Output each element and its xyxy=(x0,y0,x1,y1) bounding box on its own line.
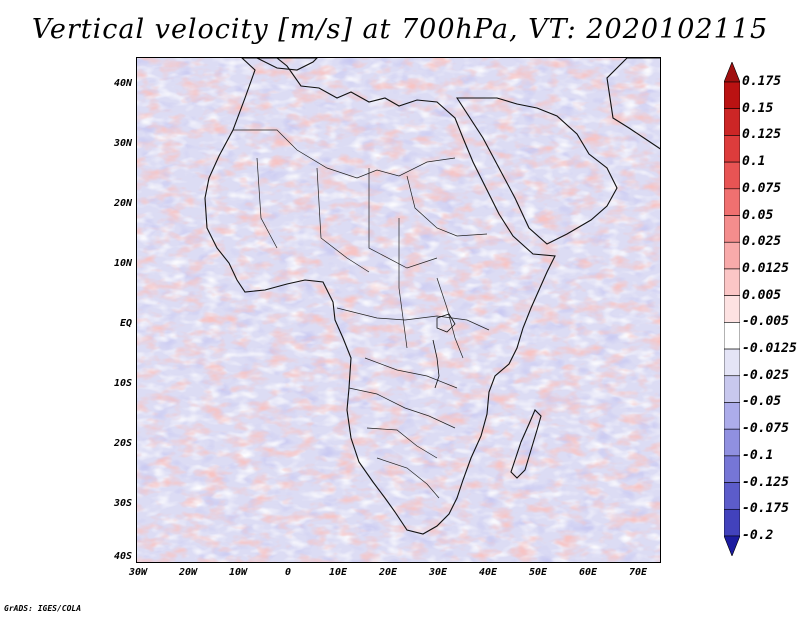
colorbar-tick-label: 0.15 xyxy=(742,100,774,116)
lon-tick-label: 0 xyxy=(284,567,292,578)
lon-tick-label: 50E xyxy=(528,567,548,578)
colorbar-swatch xyxy=(724,295,740,323)
lon-tick-label: 40E xyxy=(478,567,498,578)
lat-tick-label: 10S xyxy=(113,378,132,389)
colorbar-tick-label: 0.125 xyxy=(742,127,782,143)
lat-tick-label: 40N xyxy=(113,78,132,89)
colorbar-tick-label: 0.175 xyxy=(742,74,782,89)
colorbar-tick-label: -0.175 xyxy=(742,501,789,517)
lon-tick-label: 60E xyxy=(578,567,598,578)
colorbar-bottom-arrow xyxy=(724,535,740,556)
lat-tick-label: 20S xyxy=(113,438,132,449)
field-ascent-texture xyxy=(137,58,660,562)
colorbar-swatch xyxy=(724,348,740,377)
lat-tick-label: 10N xyxy=(113,258,132,269)
colorbar-swatch xyxy=(724,81,740,110)
lon-tick-label: 70E xyxy=(628,567,648,578)
colorbar-swatch xyxy=(724,135,740,163)
colorbar-swatch xyxy=(724,402,740,430)
colorbar-tick-label: -0.005 xyxy=(742,314,789,330)
lat-tick-label: EQ xyxy=(119,318,132,329)
colorbar-tick-label: -0.2 xyxy=(742,528,774,543)
africa-coastline xyxy=(204,58,556,535)
colorbar-swatch xyxy=(724,161,740,190)
map-canvas xyxy=(137,58,660,562)
lat-tick-label: 20N xyxy=(113,198,132,209)
lat-tick-label: 30N xyxy=(113,138,132,149)
colorbar-tick-label: -0.0125 xyxy=(742,341,797,357)
lon-tick-label: 10W xyxy=(228,567,248,578)
madagascar-coastline xyxy=(510,409,542,479)
colorbar-tick-label: 0.05 xyxy=(742,207,774,223)
colorbar-top-arrow xyxy=(724,62,740,83)
colorbar-swatch xyxy=(724,241,740,270)
colorbar xyxy=(724,62,740,556)
colorbar-swatch xyxy=(724,215,740,243)
colorbar-swatch xyxy=(724,375,740,403)
colorbar-swatch xyxy=(724,268,740,296)
lat-tick-label: 40S xyxy=(113,551,132,562)
lake-tanganyika-outline xyxy=(432,339,440,389)
lake-victoria-outline xyxy=(436,313,456,333)
lon-tick-label: 20W xyxy=(178,567,198,578)
lat-tick-label: 30S xyxy=(113,498,132,509)
colorbar-swatch xyxy=(724,322,740,350)
colorbar-swatch xyxy=(724,455,740,483)
credit-footer: GrADS: IGES/COLA xyxy=(4,604,82,613)
chart-title: Vertical velocity [m/s] at 700hPa, VT: 2… xyxy=(31,14,769,45)
map-panel xyxy=(136,57,661,563)
colorbar-tick-label: 0.1 xyxy=(742,154,766,170)
lakes xyxy=(432,313,456,389)
colorbar-tick-label: 0.0125 xyxy=(742,260,789,276)
colorbar-swatch xyxy=(724,508,740,537)
colorbar-tick-label: 0.005 xyxy=(742,287,782,303)
colorbar-tick-label: -0.125 xyxy=(742,474,789,490)
coastlines xyxy=(204,58,660,535)
lon-tick-label: 20E xyxy=(378,567,398,578)
colorbar-swatch xyxy=(724,108,740,136)
colorbar-swatch xyxy=(724,482,740,510)
colorbar-tick-label: -0.05 xyxy=(742,394,782,410)
iberia-coastline xyxy=(256,58,318,71)
lon-tick-label: 30W xyxy=(128,567,148,578)
colorbar-swatch xyxy=(724,188,740,216)
india-coastline xyxy=(606,58,660,150)
colorbar-tick-label: 0.075 xyxy=(742,180,782,196)
colorbar-tick-label: -0.1 xyxy=(742,447,774,463)
colorbar-tick-label: -0.025 xyxy=(742,367,789,383)
colorbar-tick-label: 0.025 xyxy=(742,234,782,250)
lon-tick-label: 30E xyxy=(428,567,448,578)
arabia-coastline xyxy=(455,97,618,245)
lon-tick-label: 10E xyxy=(328,567,348,578)
colorbar-swatch xyxy=(724,428,740,457)
colorbar-tick-label: -0.075 xyxy=(742,421,789,437)
country-borders xyxy=(233,129,490,499)
